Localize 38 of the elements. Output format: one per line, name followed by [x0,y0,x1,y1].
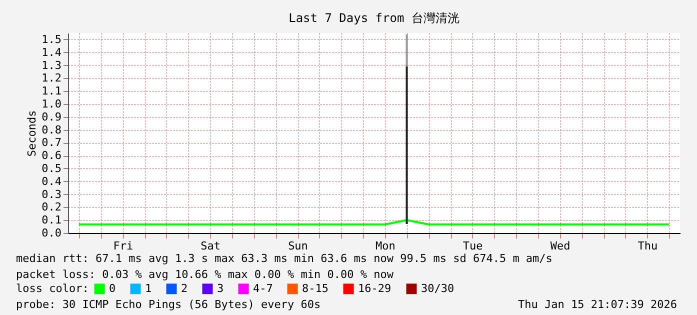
y-tick-label: 1.0 [42,97,62,110]
text: Thu Jan 15 21:07:39 2026 [518,298,677,311]
y-tick-label: 0.6 [42,149,62,162]
x-tick-label: Wed [550,240,570,252]
y-tick-label: 0.8 [42,123,62,136]
legend-label: 16-29 [358,282,392,295]
text: probe: 30 ICMP Echo Pings (56 Bytes) every 60s [16,298,321,311]
legend-label: 8-15 [302,282,328,295]
legend-label: 3 [217,282,224,295]
legend-label: 0 [109,282,116,295]
x-tick-label: Tue [462,240,483,252]
y-axis-title: Seconds [26,110,39,157]
legend-label: 2 [181,282,188,295]
y-tick-label: 0.4 [42,174,62,188]
y-tick-label: 0.3 [42,188,62,201]
chart-title: Last 7 Days from 台灣清洸 [288,11,460,25]
y-tick-label: 0.5 [42,162,62,175]
x-tick-label: Sat [200,240,221,252]
x-tick-label: Thu [638,240,658,252]
legend-label: 4-7 [253,282,273,295]
text: median rtt: 67.1 ms avg 1.3 s max 63.3 ms min 63.6 ms now 99.5 ms sd 674.5 m am/s [16,252,552,265]
legend-label: 30/30 [421,282,454,295]
x-tick-label: Fri [113,240,134,252]
y-tick-label: 1.5 [42,32,62,46]
x-tick-label: Mon [375,240,396,252]
text: packet loss: 0.03 % avg 10.66 % max 0.00 % min 0.00 % now [16,268,394,281]
y-tick-label: 0.2 [42,200,62,214]
legend-title: loss color: [16,282,89,295]
y-tick-label: 1.4 [42,46,62,59]
x-tick-label: Sun [288,240,308,252]
y-tick-label: 0.1 [42,214,62,227]
legend-label: 1 [145,282,152,295]
y-tick-label: 1.3 [42,58,62,72]
y-tick-label: 0.9 [42,110,62,124]
y-tick-label: 0.7 [42,136,62,150]
y-tick-label: 1.2 [42,72,62,85]
y-tick-label: 1.1 [42,84,62,98]
y-tick-label: 0.0 [42,226,62,240]
